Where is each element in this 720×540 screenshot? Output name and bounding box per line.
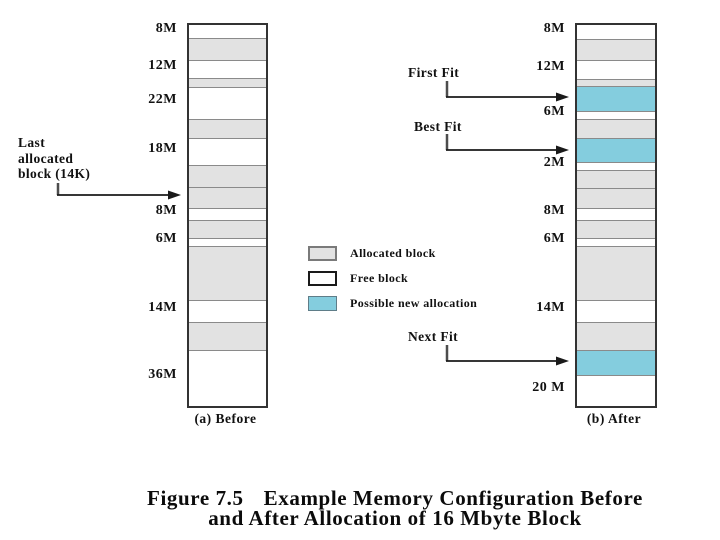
memory-block-allocated bbox=[577, 170, 655, 188]
annotation-text-line: Last bbox=[18, 135, 46, 150]
block-size-label: 6M bbox=[543, 104, 565, 119]
memory-block-allocated bbox=[189, 165, 266, 187]
memory-block-allocated bbox=[189, 246, 266, 300]
block-size-label: 18M bbox=[148, 140, 177, 156]
memory-block-free bbox=[189, 138, 266, 165]
block-size-label: 12M bbox=[536, 58, 565, 74]
memory-block-allocated bbox=[189, 119, 266, 138]
memory-block-free bbox=[189, 208, 266, 220]
memory-block-allocated bbox=[189, 78, 266, 87]
legend-item-free: Free block bbox=[308, 271, 477, 286]
memory-block-allocated bbox=[189, 322, 266, 350]
next-fit-label: Next Fit bbox=[408, 329, 458, 345]
memory-block-allocated bbox=[189, 220, 266, 238]
memory-block-new-allocation bbox=[577, 138, 655, 162]
memory-block-free bbox=[189, 238, 266, 246]
before-memory-stack bbox=[187, 23, 268, 408]
block-size-label: 8M bbox=[155, 203, 177, 218]
after-memory-stack bbox=[575, 23, 657, 408]
memory-block-free bbox=[577, 111, 655, 119]
block-size-label: 8M bbox=[543, 203, 565, 218]
memory-block-free bbox=[577, 208, 655, 220]
after-size-labels: 8M 12M 6M 2M 8M 6M 14M 20 M bbox=[473, 21, 565, 408]
block-size-label: 22M bbox=[148, 92, 177, 107]
figure-caption: Figure 7.5 Example Memory Configuration B… bbox=[55, 486, 720, 530]
memory-block-allocated bbox=[577, 79, 655, 86]
memory-block-free bbox=[577, 238, 655, 246]
memory-block-free bbox=[577, 375, 655, 406]
memory-block-free bbox=[189, 60, 266, 78]
memory-block-allocated bbox=[577, 246, 655, 300]
memory-block-allocated bbox=[577, 188, 655, 208]
memory-block-allocated bbox=[577, 220, 655, 238]
block-size-label: 6M bbox=[543, 231, 565, 246]
memory-block-free bbox=[577, 25, 655, 39]
figure-number: Figure 7.5 bbox=[147, 486, 244, 510]
annotation-text-line: First Fit bbox=[408, 65, 460, 80]
memory-block-free bbox=[577, 300, 655, 322]
free-swatch bbox=[308, 271, 337, 286]
annotation-text-line: Best Fit bbox=[414, 119, 462, 134]
memory-block-free bbox=[577, 162, 655, 170]
figure-title-line1: Example Memory Configuration Before bbox=[263, 486, 643, 510]
annotation-text-line: Next Fit bbox=[408, 329, 459, 344]
after-memory-column: 8M 12M 6M 2M 8M 6M 14M 20 M (b) After bbox=[532, 21, 657, 426]
before-memory-column: 8M 12M 22M 18M 8M 6M 14M 36M (a) Before bbox=[148, 21, 268, 426]
memory-block-free bbox=[577, 60, 655, 79]
after-caption: (b) After bbox=[586, 411, 642, 426]
legend-label: Possible new allocation bbox=[350, 296, 478, 310]
figure-caption-line2: and After Allocation of 16 Mbyte Block bbox=[208, 506, 582, 530]
memory-block-allocated bbox=[189, 187, 266, 208]
memory-block-allocated bbox=[189, 38, 266, 60]
last-allocated-block-label: Last allocated block (14K) bbox=[18, 135, 90, 182]
memory-block-free bbox=[189, 300, 266, 322]
memory-block-allocated bbox=[577, 119, 655, 138]
block-size-label: 14M bbox=[536, 300, 565, 315]
memory-block-allocated bbox=[577, 322, 655, 350]
memory-block-free bbox=[189, 350, 266, 406]
block-size-label: 6M bbox=[155, 231, 177, 246]
memory-block-new-allocation bbox=[577, 86, 655, 111]
block-size-label: 8M bbox=[543, 21, 565, 36]
annotation-text-line: block (14K) bbox=[18, 166, 91, 181]
legend-label: Free block bbox=[350, 271, 409, 285]
new-allocation-swatch bbox=[308, 296, 337, 311]
first-fit-label: First Fit bbox=[408, 65, 459, 81]
block-size-label: 14M bbox=[148, 300, 177, 315]
before-size-labels: 8M 12M 22M 18M 8M 6M 14M 36M bbox=[85, 20, 177, 408]
memory-block-free bbox=[189, 25, 266, 38]
memory-block-new-allocation bbox=[577, 350, 655, 375]
block-size-label: 2M bbox=[543, 155, 565, 170]
block-size-label: 36M bbox=[148, 367, 177, 382]
legend: Allocated block Free block Possible new al… bbox=[308, 246, 477, 321]
legend-label: Allocated block bbox=[350, 246, 436, 260]
block-size-label: 8M bbox=[155, 20, 177, 36]
before-caption: (a) Before bbox=[194, 411, 257, 426]
allocated-swatch bbox=[308, 246, 337, 261]
block-size-label: 12M bbox=[148, 58, 177, 73]
block-size-label: 20 M bbox=[532, 379, 565, 395]
annotation-text-line: allocated bbox=[18, 150, 74, 166]
memory-block-free bbox=[189, 87, 266, 119]
memory-block-allocated bbox=[577, 39, 655, 60]
figure-caption-line1: Figure 7.5 Example Memory Configuration B… bbox=[55, 486, 720, 510]
legend-item-allocated: Allocated block bbox=[308, 246, 477, 261]
best-fit-label: Best Fit bbox=[414, 119, 462, 135]
legend-item-new-allocation: Possible new allocation bbox=[308, 296, 477, 311]
